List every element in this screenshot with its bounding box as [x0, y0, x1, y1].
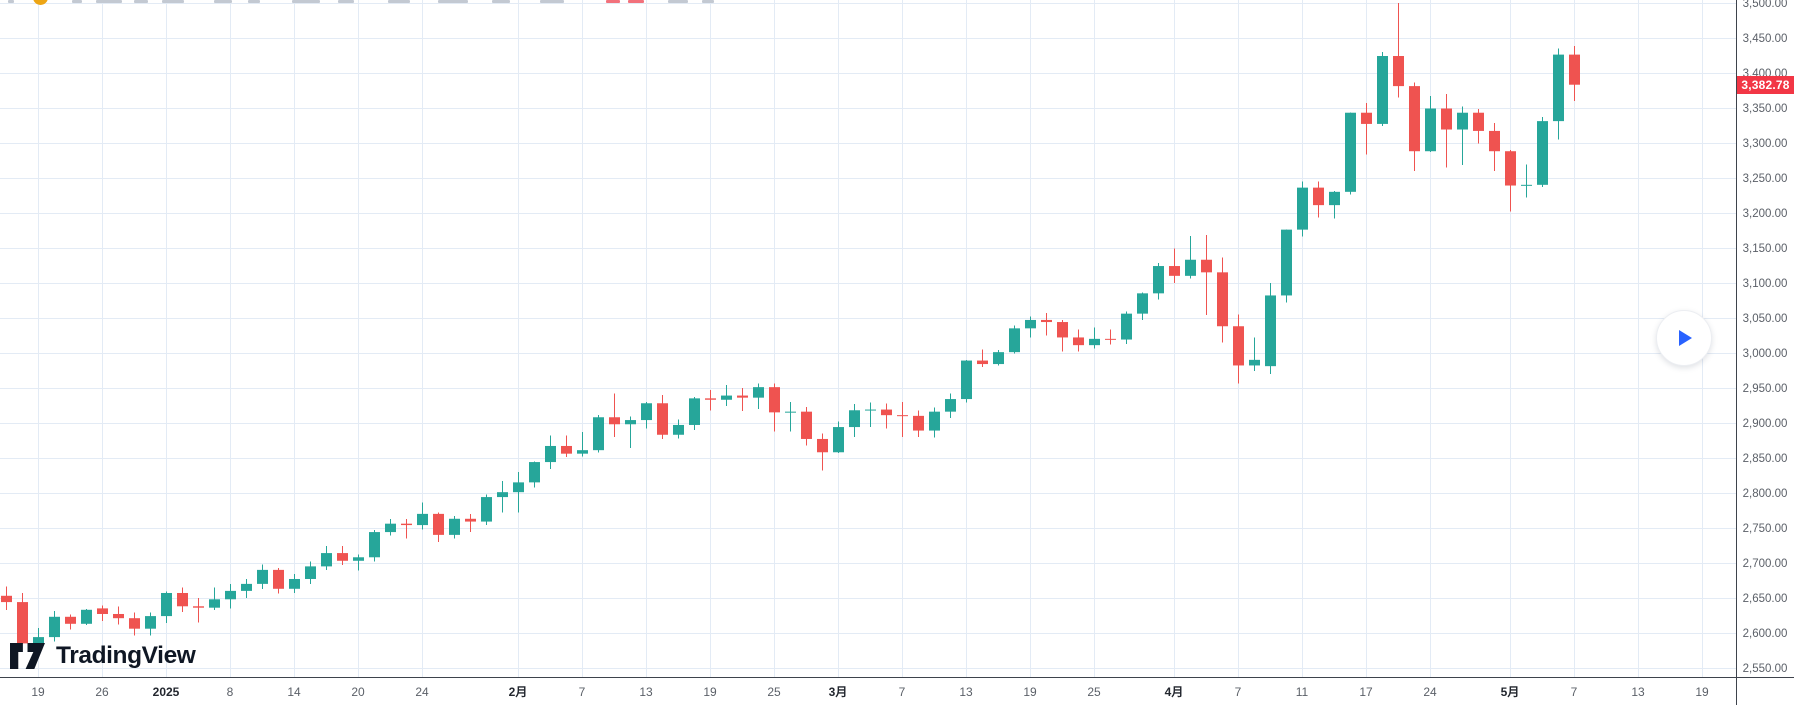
play-button[interactable] — [1656, 310, 1712, 366]
svg-text:2,650.00: 2,650.00 — [1743, 593, 1788, 605]
tradingview-wordmark: TradingView — [56, 642, 196, 669]
legend-fragment — [8, 0, 14, 3]
svg-text:20: 20 — [351, 685, 365, 699]
legend-clipped — [0, 0, 900, 6]
svg-text:25: 25 — [1087, 685, 1101, 699]
symbol-logo-icon — [33, 0, 48, 5]
legend-fragment — [438, 0, 468, 3]
svg-text:2,750.00: 2,750.00 — [1743, 523, 1788, 535]
svg-text:7: 7 — [899, 685, 906, 699]
legend-fragment — [162, 0, 184, 3]
svg-text:2,950.00: 2,950.00 — [1743, 383, 1788, 395]
legend-fragment — [292, 0, 320, 3]
svg-text:3,300.00: 3,300.00 — [1743, 138, 1788, 150]
legend-fragment — [628, 0, 644, 3]
svg-text:11: 11 — [1296, 685, 1309, 699]
svg-text:3,000.00: 3,000.00 — [1743, 348, 1788, 360]
svg-text:5月: 5月 — [1501, 685, 1520, 699]
svg-text:3,150.00: 3,150.00 — [1743, 243, 1788, 255]
legend-fragment — [72, 0, 82, 3]
tradingview-mark-icon — [10, 643, 45, 669]
svg-text:3,200.00: 3,200.00 — [1743, 208, 1788, 220]
legend-fragment — [214, 0, 232, 3]
legend-fragment — [388, 0, 410, 3]
price-axis[interactable] — [1737, 0, 1794, 677]
svg-text:2,850.00: 2,850.00 — [1743, 453, 1788, 465]
legend-fragment — [134, 0, 148, 3]
legend-fragment — [338, 0, 354, 3]
legend-fragment — [492, 0, 510, 3]
svg-text:3,500.00: 3,500.00 — [1743, 0, 1788, 10]
svg-text:3,250.00: 3,250.00 — [1743, 173, 1788, 185]
svg-text:26: 26 — [95, 685, 109, 699]
svg-text:7: 7 — [1235, 685, 1242, 699]
svg-text:2025: 2025 — [153, 685, 180, 699]
svg-text:24: 24 — [1423, 685, 1437, 699]
svg-text:7: 7 — [579, 685, 586, 699]
legend-fragment — [540, 0, 564, 3]
svg-text:19: 19 — [31, 685, 45, 699]
svg-text:13: 13 — [639, 685, 653, 699]
svg-text:3月: 3月 — [829, 685, 848, 699]
play-icon — [1679, 330, 1692, 346]
svg-text:19: 19 — [1695, 685, 1709, 699]
legend-fragment — [96, 0, 122, 3]
svg-text:13: 13 — [959, 685, 973, 699]
svg-text:3,050.00: 3,050.00 — [1743, 313, 1788, 325]
svg-text:2,600.00: 2,600.00 — [1743, 628, 1788, 640]
svg-text:25: 25 — [767, 685, 781, 699]
time-axis[interactable] — [0, 678, 1736, 705]
svg-text:24: 24 — [415, 685, 429, 699]
svg-text:7: 7 — [1571, 685, 1578, 699]
svg-text:3,100.00: 3,100.00 — [1743, 278, 1788, 290]
legend-fragment — [606, 0, 620, 3]
svg-text:2月: 2月 — [509, 685, 528, 699]
legend-fragment — [668, 0, 688, 3]
last-price-badge: 3,382.78 — [1737, 76, 1794, 94]
svg-text:13: 13 — [1631, 685, 1645, 699]
tradingview-logo[interactable]: TradingView — [10, 641, 196, 671]
svg-text:3,350.00: 3,350.00 — [1743, 103, 1788, 115]
svg-text:14: 14 — [287, 685, 301, 699]
svg-text:4月: 4月 — [1165, 685, 1184, 699]
svg-text:2,900.00: 2,900.00 — [1743, 418, 1788, 430]
svg-text:17: 17 — [1359, 685, 1373, 699]
svg-text:2,700.00: 2,700.00 — [1743, 558, 1788, 570]
svg-text:19: 19 — [1023, 685, 1037, 699]
svg-text:19: 19 — [703, 685, 717, 699]
svg-text:8: 8 — [227, 685, 234, 699]
svg-text:2,550.00: 2,550.00 — [1743, 663, 1788, 675]
svg-text:3,450.00: 3,450.00 — [1743, 33, 1788, 45]
legend-fragment — [702, 0, 714, 3]
legend-fragment — [248, 0, 260, 3]
svg-text:2,800.00: 2,800.00 — [1743, 488, 1788, 500]
